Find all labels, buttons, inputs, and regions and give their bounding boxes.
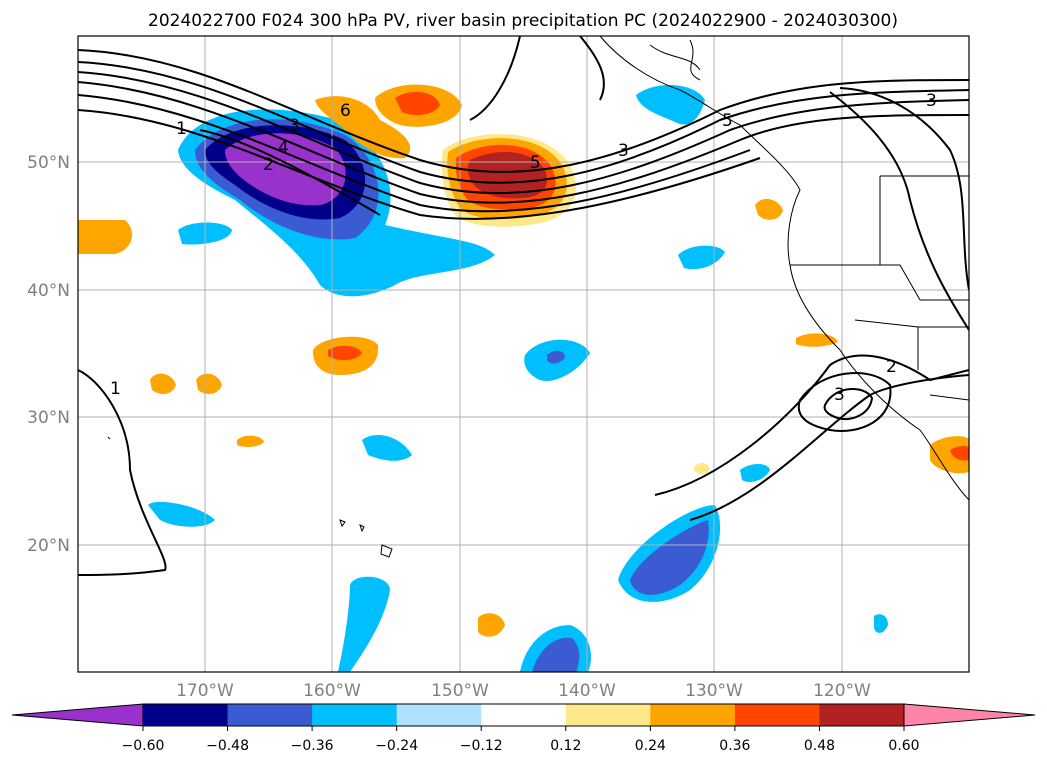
patch-46n-coast	[755, 198, 783, 220]
patch-gulf-alaska-core	[395, 91, 440, 116]
patch-27n-115w-core	[950, 446, 969, 461]
colorbar-segment	[565, 704, 651, 726]
contour-label: 3	[926, 91, 937, 111]
contour-label: 5	[530, 153, 541, 173]
colorbar-tick-label: −0.24	[375, 738, 418, 754]
positive-anomaly-core	[467, 151, 548, 199]
patch-35n-160w-core	[328, 345, 362, 361]
patch-35n-143w-core	[547, 350, 565, 364]
colorbar-tick-label: 0.48	[804, 738, 835, 754]
gridlines	[78, 36, 969, 672]
colorbar-segment	[396, 704, 482, 726]
contour-label: 6	[340, 101, 351, 121]
colorbar-tick-label: −0.12	[460, 738, 503, 754]
contour-label: 5	[722, 111, 733, 131]
contour-label: 3	[834, 385, 845, 405]
negative-anomaly-core	[225, 133, 346, 206]
colorbar: −0.60 −0.48 −0.36 −0.24 −0.12 0.12 0.24 0.36 0.4…	[11, 703, 1036, 754]
chart-title: 2024022700 F024 300 hPa PV, river basin …	[148, 11, 898, 31]
coastlines	[107, 36, 969, 558]
contour-label: 4	[278, 138, 289, 158]
patch-42n	[678, 245, 725, 270]
map-frame	[77, 35, 970, 673]
contour-label: 3	[618, 141, 629, 161]
contour-label: 1	[176, 119, 187, 139]
colorbar-segment	[143, 704, 229, 726]
lon-tick-label: 160°W	[303, 681, 361, 701]
patch-22n-172w	[148, 501, 215, 527]
patch-13n-148w	[478, 613, 505, 637]
patch-12n-143w-core	[532, 637, 580, 672]
lat-tick-label: 40°N	[27, 281, 70, 301]
colorbar-tick-label: 0.12	[550, 738, 581, 754]
colorbar-frame	[142, 703, 905, 727]
lon-tick-label: 120°W	[813, 681, 871, 701]
contour-labels: 1 1 2 3 4 5 6 5 3 3 2 3	[110, 91, 937, 405]
colorbar-tick-label: 0.36	[719, 738, 750, 754]
patch-27n-115w	[930, 436, 969, 474]
patch-28n-168w	[237, 435, 264, 447]
patch-west	[78, 220, 133, 254]
patch-20n-133w-core	[630, 520, 709, 595]
patch-6	[315, 96, 411, 159]
patch-35n-coast	[796, 333, 838, 347]
patch-32n-172w	[150, 373, 176, 395]
colorbar-segment	[650, 704, 736, 726]
colorbar-tick-label: −0.48	[206, 738, 249, 754]
patch-25n-132w	[694, 462, 710, 475]
shaded-field	[78, 84, 969, 672]
contour-label: 2	[263, 155, 274, 175]
patch-25n-128w	[740, 464, 770, 482]
lon-tick-label: 150°W	[431, 681, 489, 701]
patch-27n-155w	[362, 435, 412, 461]
colorbar-extend-high	[903, 703, 1036, 727]
contour-label: 1	[110, 379, 121, 399]
colorbar-segment	[312, 704, 398, 726]
lat-tick-label: 30°N	[27, 408, 70, 428]
patch-alaska-negative	[636, 84, 705, 125]
lat-tick-label: 20°N	[27, 536, 70, 556]
pv-contours	[78, 36, 969, 576]
contour-label: 2	[886, 357, 897, 377]
lon-tick-label: 130°W	[685, 681, 743, 701]
colorbar-extend-low	[11, 703, 144, 727]
lat-labels: 50°N 40°N 30°N 20°N	[27, 153, 70, 556]
lon-labels: 170°W 160°W 150°W 140°W 130°W 120°W	[176, 681, 871, 701]
colorbar-tick-label: −0.60	[122, 738, 165, 754]
patch-15n-157w	[338, 576, 390, 672]
contour-label: 3	[289, 116, 300, 136]
colorbar-segment	[734, 704, 820, 726]
colorbar-segment	[481, 704, 567, 726]
colorbar-tick-label: −0.36	[291, 738, 334, 754]
lon-tick-label: 140°W	[558, 681, 616, 701]
lat-tick-label: 50°N	[27, 153, 70, 173]
colorbar-tick-label: 0.24	[635, 738, 666, 754]
colorbar-segment	[819, 704, 905, 726]
patch-13n-117w	[874, 614, 888, 633]
map-area: 1 1 2 3 4 5 6 5 3 3 2 3	[78, 36, 969, 672]
patch-32n-168w	[196, 373, 222, 395]
lon-tick-label: 170°W	[176, 681, 234, 701]
colorbar-tick-label: 0.60	[888, 738, 919, 754]
colorbar-segment	[227, 704, 313, 726]
